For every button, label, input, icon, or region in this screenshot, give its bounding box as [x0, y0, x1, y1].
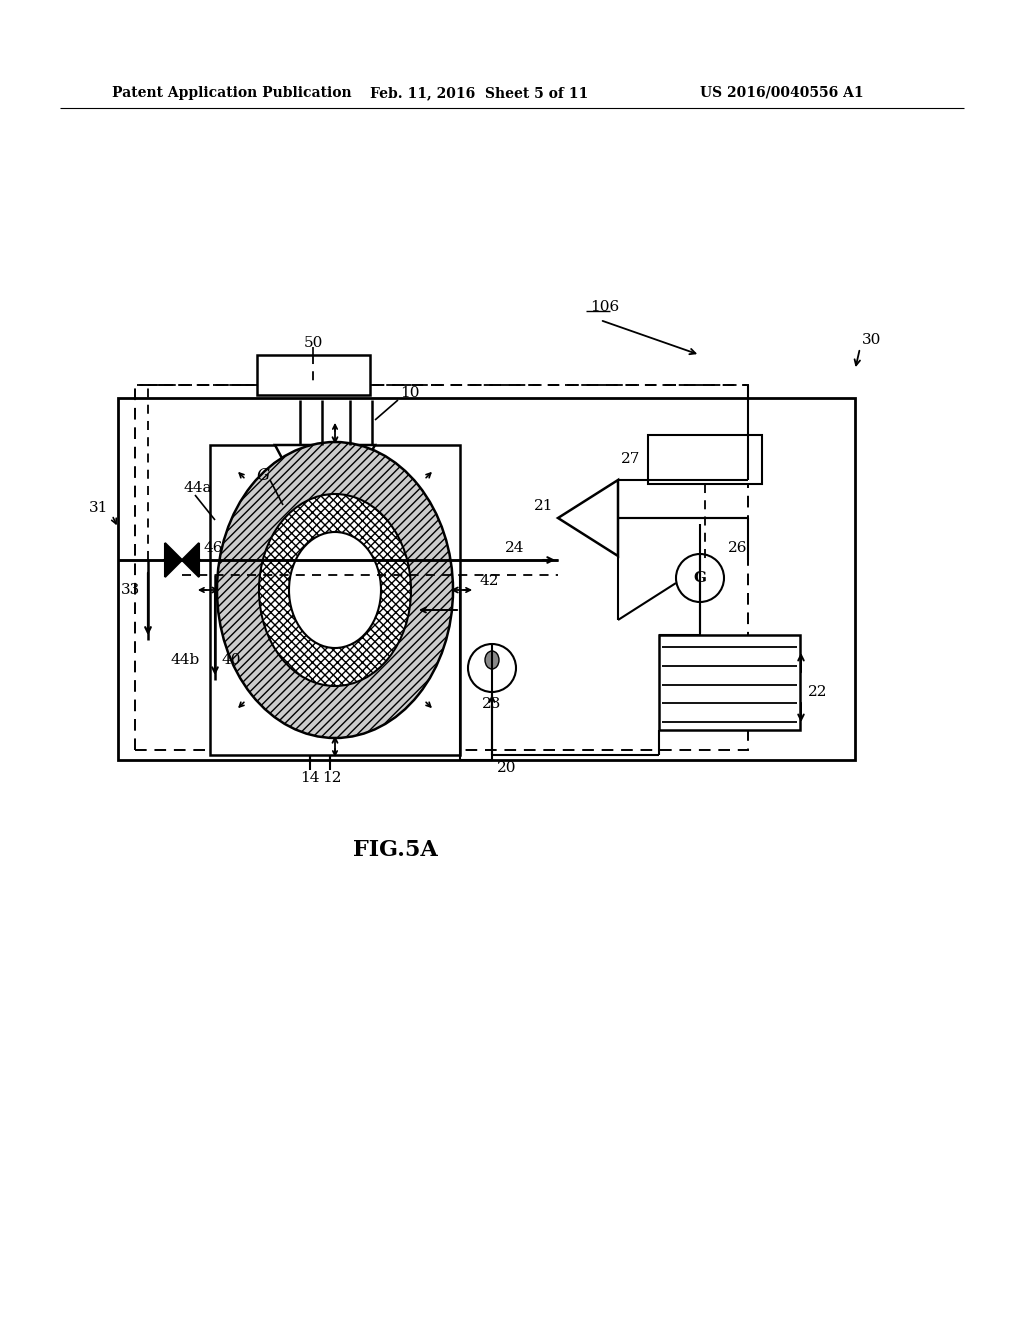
Bar — [257, 355, 370, 395]
Text: 106: 106 — [590, 300, 620, 314]
Text: 33: 33 — [121, 583, 140, 597]
Text: 22: 22 — [808, 685, 827, 700]
Bar — [648, 436, 762, 484]
Bar — [210, 445, 460, 755]
Text: 21: 21 — [534, 499, 553, 513]
Text: 30: 30 — [862, 333, 882, 347]
Ellipse shape — [217, 442, 453, 738]
Text: 42: 42 — [480, 574, 500, 587]
Text: 23: 23 — [482, 697, 502, 711]
Polygon shape — [165, 543, 182, 577]
Text: 20: 20 — [497, 762, 516, 775]
Text: 46: 46 — [203, 541, 222, 554]
Text: 44b: 44b — [171, 653, 200, 667]
Polygon shape — [182, 543, 199, 577]
Bar — [118, 399, 855, 760]
Text: 27: 27 — [621, 451, 640, 466]
Text: 12: 12 — [323, 771, 342, 785]
Text: 44a: 44a — [183, 480, 212, 495]
Polygon shape — [275, 445, 375, 492]
Bar — [135, 385, 748, 750]
Ellipse shape — [485, 651, 499, 669]
Text: Patent Application Publication: Patent Application Publication — [112, 86, 351, 100]
Text: Feb. 11, 2016  Sheet 5 of 11: Feb. 11, 2016 Sheet 5 of 11 — [370, 86, 588, 100]
Text: 50: 50 — [303, 337, 323, 350]
Circle shape — [468, 644, 516, 692]
Text: 40: 40 — [222, 653, 242, 667]
Text: US 2016/0040556 A1: US 2016/0040556 A1 — [700, 86, 863, 100]
Text: 26: 26 — [728, 541, 748, 554]
Text: G: G — [693, 572, 707, 585]
Polygon shape — [558, 480, 618, 556]
Circle shape — [676, 554, 724, 602]
Ellipse shape — [259, 494, 411, 686]
Text: 10: 10 — [400, 385, 420, 400]
Ellipse shape — [289, 532, 381, 648]
Text: 31: 31 — [89, 502, 108, 515]
Text: G: G — [256, 466, 269, 483]
Text: FIG.5A: FIG.5A — [352, 840, 437, 861]
Text: 24: 24 — [505, 541, 524, 554]
Bar — [659, 635, 800, 730]
Text: 14: 14 — [300, 771, 319, 785]
